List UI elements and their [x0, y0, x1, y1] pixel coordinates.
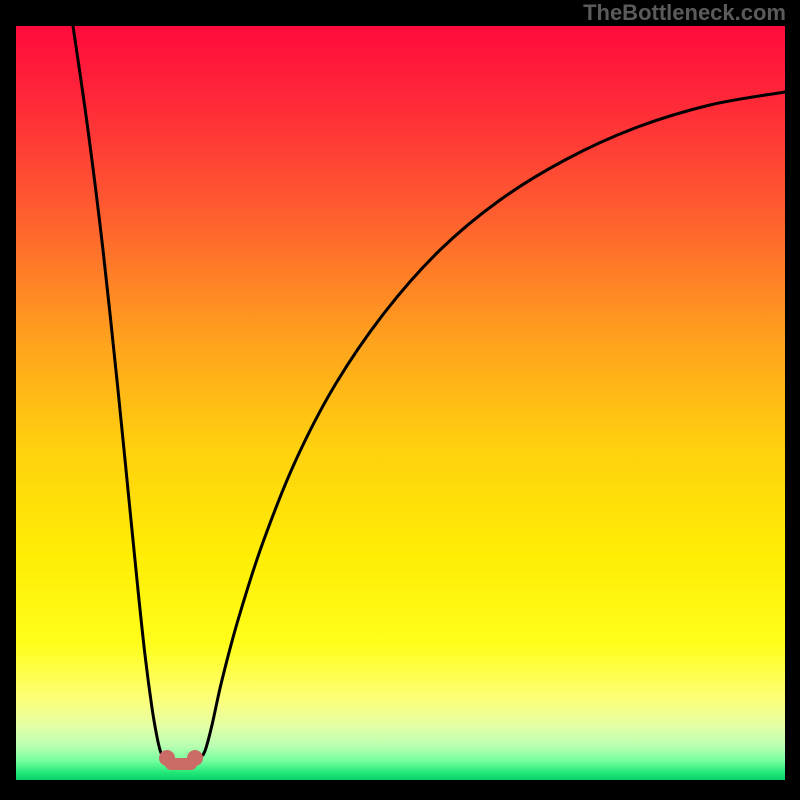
bottleneck-chart: TheBottleneck.com — [0, 0, 800, 800]
chart-background — [16, 26, 785, 780]
chart-svg — [0, 0, 800, 800]
watermark-text: TheBottleneck.com — [583, 0, 786, 26]
